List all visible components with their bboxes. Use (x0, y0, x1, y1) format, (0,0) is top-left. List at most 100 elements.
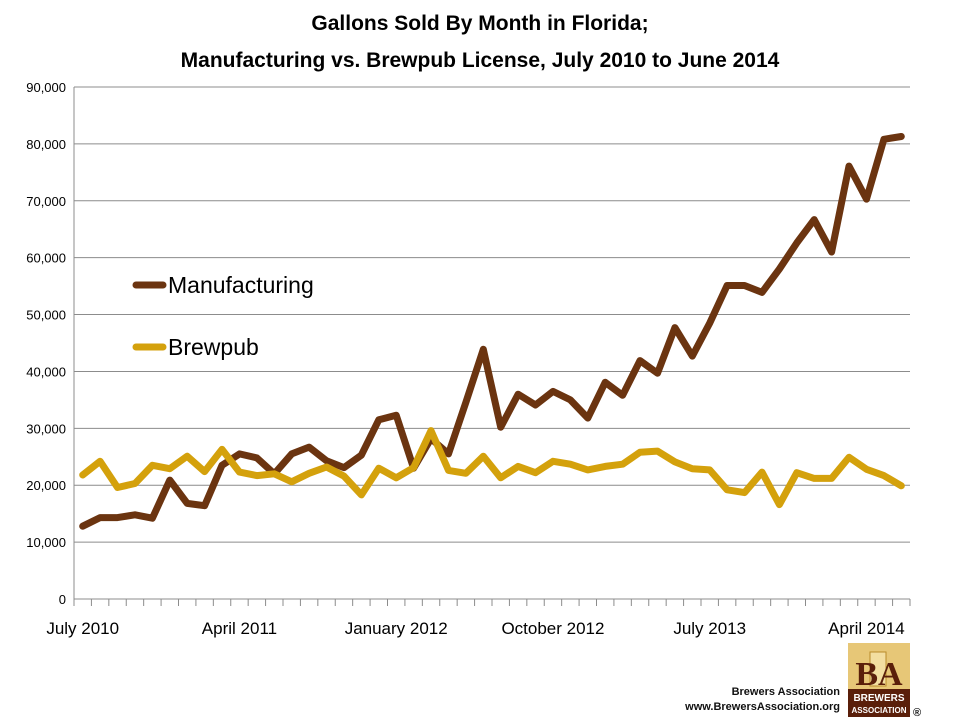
data-point-brewpub (656, 450, 658, 452)
y-tick-label: 20,000 (26, 478, 66, 493)
data-point-manufacturing (622, 394, 624, 396)
data-point-manufacturing (848, 165, 850, 167)
data-point-brewpub (134, 483, 136, 485)
data-point-brewpub (186, 455, 188, 457)
data-point-brewpub (587, 469, 589, 471)
logo-line-2: ASSOCIATION (852, 706, 907, 715)
footer-org-name: Brewers Association (732, 686, 841, 698)
legend-label-brewpub: Brewpub (168, 334, 259, 360)
data-point-brewpub (865, 468, 867, 470)
series-lines (79, 133, 905, 530)
data-point-manufacturing (378, 419, 380, 421)
data-point-brewpub (430, 430, 432, 432)
legend: Manufacturing Brewpub (132, 272, 314, 360)
data-point-manufacturing (465, 401, 467, 403)
y-tick-label: 70,000 (26, 194, 66, 209)
data-point-brewpub (360, 494, 362, 496)
data-point-brewpub (169, 468, 171, 470)
data-point-brewpub (256, 475, 258, 477)
data-point-brewpub (465, 472, 467, 474)
y-tick-label: 10,000 (26, 535, 66, 550)
data-point-brewpub (82, 474, 84, 476)
data-point-brewpub (726, 489, 728, 491)
data-point-brewpub (413, 467, 415, 469)
data-point-manufacturing (674, 327, 676, 329)
data-point-manufacturing (360, 454, 362, 456)
data-point-manufacturing (813, 219, 815, 221)
data-point-brewpub (604, 465, 606, 467)
data-point-brewpub (151, 464, 153, 466)
data-point-brewpub (326, 466, 328, 468)
data-point-manufacturing (831, 251, 833, 253)
data-point-brewpub (273, 473, 275, 475)
data-point-manufacturing (256, 457, 258, 459)
data-point-manufacturing (883, 138, 885, 140)
data-point-manufacturing (186, 502, 188, 504)
data-point-brewpub (674, 461, 676, 463)
chart-title: Gallons Sold By Month in Florida; Manufa… (181, 12, 780, 72)
x-axis: July 2010 April 2011 January 2012 October 2… (46, 598, 911, 638)
data-point-manufacturing (656, 372, 658, 374)
data-point-brewpub (813, 477, 815, 479)
data-point-manufacturing (99, 517, 101, 519)
data-point-brewpub (482, 455, 484, 457)
data-point-manufacturing (604, 381, 606, 383)
footer-url: www.BrewersAssociation.org (684, 701, 840, 713)
data-point-manufacturing (778, 268, 780, 270)
data-point-brewpub (395, 477, 397, 479)
data-point-brewpub (639, 451, 641, 453)
data-point-manufacturing (238, 453, 240, 455)
data-point-brewpub (204, 471, 206, 473)
data-point-brewpub (744, 492, 746, 494)
series-brewpub (79, 427, 905, 509)
data-point-manufacturing (343, 467, 345, 469)
data-point-brewpub (569, 463, 571, 465)
data-point-brewpub (517, 465, 519, 467)
data-point-manufacturing (447, 453, 449, 455)
x-tick-label: July 2013 (673, 619, 746, 638)
data-point-brewpub (500, 477, 502, 479)
gridlines (74, 86, 910, 543)
data-point-manufacturing (500, 426, 502, 428)
data-point-brewpub (308, 472, 310, 474)
logo-letters: BA (855, 656, 903, 693)
data-point-brewpub (99, 460, 101, 462)
data-point-manufacturing (482, 348, 484, 350)
data-point-manufacturing (587, 417, 589, 419)
data-point-brewpub (117, 486, 119, 488)
data-point-brewpub (778, 504, 780, 506)
x-tick-label: April 2011 (202, 619, 277, 638)
data-point-manufacturing (326, 460, 328, 462)
y-tick-label: 30,000 (26, 421, 66, 436)
data-point-brewpub (343, 475, 345, 477)
data-point-brewpub (221, 448, 223, 450)
data-point-manufacturing (151, 517, 153, 519)
data-point-manufacturing (221, 464, 223, 466)
data-point-manufacturing (291, 453, 293, 455)
legend-label-manufacturing: Manufacturing (168, 272, 314, 298)
data-point-manufacturing (796, 242, 798, 244)
data-point-brewpub (238, 471, 240, 473)
data-point-brewpub (761, 471, 763, 473)
data-point-brewpub (831, 477, 833, 479)
data-point-manufacturing (535, 404, 537, 406)
x-tick-label: July 2010 (46, 619, 119, 638)
logo-band (848, 689, 910, 717)
y-tick-label: 80,000 (26, 137, 66, 152)
logo-registered-mark: ® (913, 707, 921, 719)
data-point-brewpub (447, 469, 449, 471)
footer-credit: Brewers Association www.BrewersAssociati… (684, 686, 840, 713)
data-point-manufacturing (865, 198, 867, 200)
data-point-manufacturing (726, 285, 728, 287)
data-point-manufacturing (552, 390, 554, 392)
data-point-brewpub (552, 460, 554, 462)
x-tick-label: January 2012 (345, 619, 448, 638)
data-point-brewpub (709, 469, 711, 471)
data-point-manufacturing (709, 322, 711, 324)
data-point-brewpub (622, 463, 624, 465)
data-point-brewpub (291, 481, 293, 483)
data-point-manufacturing (82, 525, 84, 527)
data-point-brewpub (796, 472, 798, 474)
series-manufacturing (79, 133, 905, 530)
